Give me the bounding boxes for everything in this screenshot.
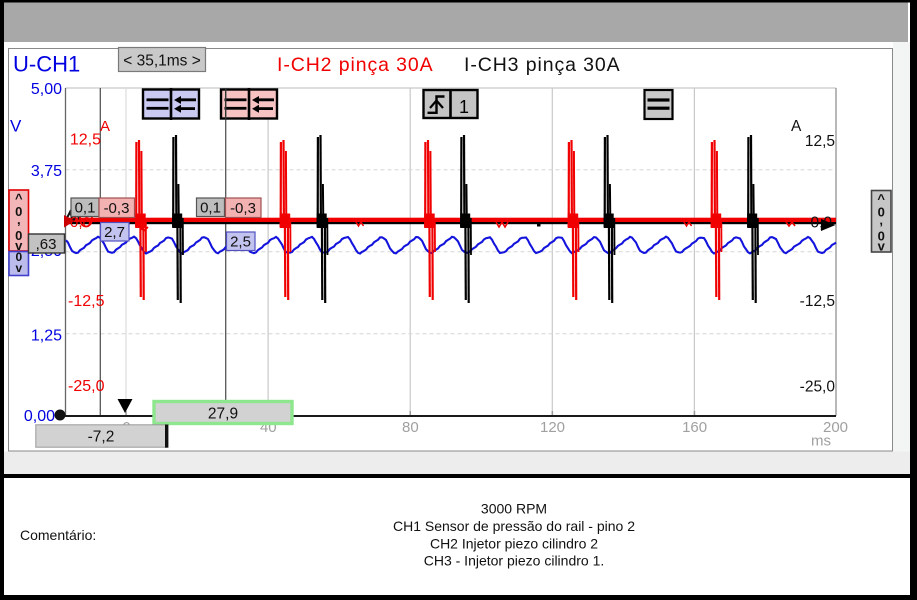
svg-text:5,00: 5,00: [31, 81, 62, 98]
svg-text:200: 200: [823, 419, 848, 436]
svg-text:V: V: [10, 117, 22, 136]
svg-text:0: 0: [15, 228, 22, 243]
svg-text:CH2 Injetor piezo cilindro 2: CH2 Injetor piezo cilindro 2: [430, 535, 598, 551]
svg-text:A: A: [100, 118, 110, 135]
svg-text:-7,2: -7,2: [88, 429, 115, 446]
svg-text:U-CH1: U-CH1: [13, 52, 80, 77]
svg-text:Comentário:: Comentário:: [20, 527, 96, 543]
svg-text:-12,5: -12,5: [800, 293, 835, 310]
svg-text:160: 160: [682, 419, 707, 436]
svg-text:,63: ,63: [36, 236, 57, 253]
svg-text:80: 80: [402, 419, 419, 436]
svg-text:0: 0: [15, 204, 22, 219]
svg-text:A: A: [791, 118, 802, 135]
svg-text:,: ,: [17, 212, 21, 227]
svg-text:0: 0: [15, 250, 22, 264]
svg-text:CH1 Sensor de pressão do rail: CH1 Sensor de pressão do rail - pino 2: [393, 518, 635, 534]
svg-text:CH3 - Injetor piezo cilindro 1: CH3 - Injetor piezo cilindro 1.: [424, 553, 605, 569]
svg-text:2,5: 2,5: [230, 234, 251, 251]
svg-text:1,25: 1,25: [31, 328, 62, 345]
svg-text:-25,0: -25,0: [800, 379, 836, 396]
svg-text:12,5: 12,5: [70, 132, 101, 149]
svg-text:2,7: 2,7: [104, 224, 125, 241]
svg-text:-0,3: -0,3: [104, 200, 130, 217]
svg-text:,: ,: [879, 213, 883, 228]
svg-text:v: v: [878, 239, 886, 254]
svg-text:v: v: [15, 238, 23, 253]
svg-text:27,9: 27,9: [208, 406, 238, 423]
svg-text:-0,3: -0,3: [230, 200, 256, 217]
svg-text:120: 120: [540, 419, 565, 436]
svg-text:^: ^: [15, 191, 23, 206]
svg-text:0,1: 0,1: [200, 200, 221, 217]
svg-text:-25,0: -25,0: [68, 378, 105, 395]
svg-text:-12,5: -12,5: [68, 293, 105, 310]
svg-text:0,1: 0,1: [75, 200, 96, 217]
svg-text:0: 0: [878, 205, 885, 220]
svg-text:0,00: 0,00: [24, 408, 55, 425]
svg-text:I-CH3 pinça 30A: I-CH3 pinça 30A: [464, 54, 621, 76]
svg-text:1: 1: [459, 97, 469, 117]
svg-text:3000 RPM: 3000 RPM: [481, 501, 547, 517]
svg-text:ms: ms: [811, 433, 831, 450]
svg-text:12,5: 12,5: [805, 133, 835, 150]
svg-text:3,75: 3,75: [31, 163, 62, 180]
svg-text:0: 0: [878, 229, 885, 244]
svg-text:< 35,1ms >: < 35,1ms >: [123, 53, 201, 70]
svg-text:v: v: [15, 261, 22, 275]
svg-text:I-CH2 pinça 30A: I-CH2 pinça 30A: [277, 54, 434, 76]
svg-text:^: ^: [877, 192, 885, 207]
